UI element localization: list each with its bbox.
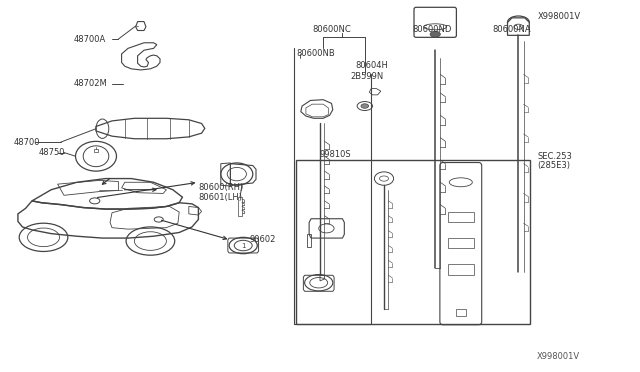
Text: 80600NB: 80600NB <box>296 49 335 58</box>
Text: 1: 1 <box>241 243 246 248</box>
Text: 48700: 48700 <box>14 138 40 147</box>
Text: 80600NA: 80600NA <box>493 25 531 34</box>
Bar <box>296 160 530 324</box>
Text: 80600NC: 80600NC <box>312 25 351 34</box>
Text: X998001V: X998001V <box>536 352 579 361</box>
Bar <box>448 212 474 222</box>
Text: 90602: 90602 <box>250 235 276 244</box>
Text: (285E3): (285E3) <box>538 161 571 170</box>
Text: 48702M: 48702M <box>74 79 108 88</box>
Bar <box>448 264 474 275</box>
Text: 2B599N: 2B599N <box>350 72 383 81</box>
Text: 80600ND: 80600ND <box>413 25 452 34</box>
Text: 80604H: 80604H <box>355 61 388 70</box>
Ellipse shape <box>361 104 369 108</box>
Text: 48750: 48750 <box>38 148 65 157</box>
Text: X998001V: X998001V <box>538 12 580 21</box>
Text: 48700A: 48700A <box>74 35 106 44</box>
Text: 80600(RH): 80600(RH) <box>198 183 244 192</box>
Text: 99810S: 99810S <box>320 150 351 159</box>
Text: 80601(LH): 80601(LH) <box>198 193 243 202</box>
Text: SEC.253: SEC.253 <box>538 152 572 161</box>
Bar <box>448 238 474 248</box>
Ellipse shape <box>430 31 440 37</box>
